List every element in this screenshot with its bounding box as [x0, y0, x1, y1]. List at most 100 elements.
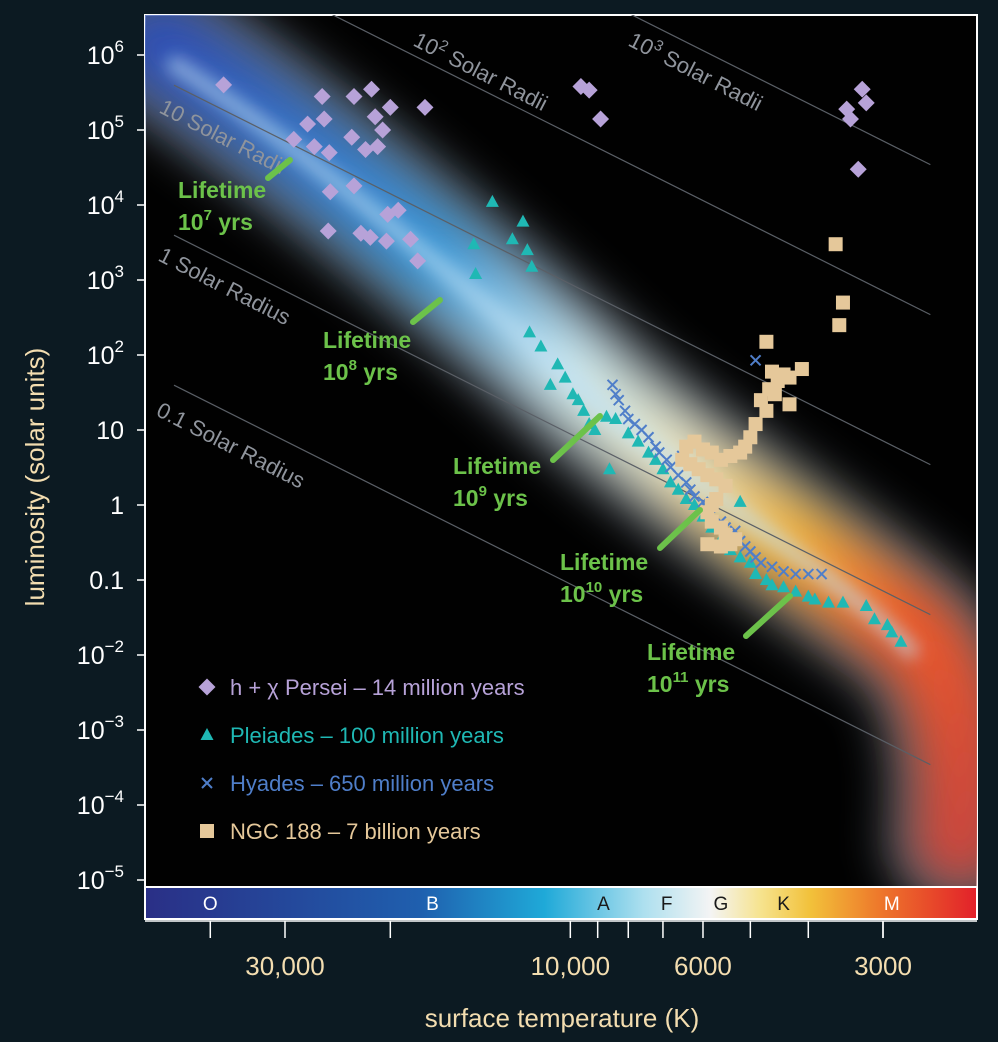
- lifetime-value: 1010 yrs: [560, 579, 643, 607]
- lifetime-pointer: [410, 297, 443, 325]
- legend-entry: h + χ Persei – 14 million years: [230, 675, 525, 700]
- data-point-x: [688, 490, 701, 503]
- y-tick-exp: −3: [105, 712, 124, 731]
- lifetime-pointer: [657, 507, 703, 551]
- data-point-diamond: [319, 222, 337, 240]
- data-point-triangle: [808, 592, 822, 605]
- data-point-triangle: [749, 567, 763, 580]
- data-point-triangle: [523, 325, 537, 338]
- data-point-diamond: [343, 128, 361, 146]
- y-tick-exp: −2: [105, 637, 124, 656]
- lifetime-tail: yrs: [487, 485, 528, 511]
- radius-line: [173, 84, 931, 466]
- radius-line: [173, 384, 931, 766]
- data-point-triangle: [687, 498, 701, 510]
- lifetime-tail: yrs: [602, 581, 643, 607]
- data-point-diamond: [320, 144, 338, 162]
- data-point-triangle: [733, 494, 747, 507]
- spectral-class-label: A: [597, 894, 610, 915]
- y-tick-label: 1: [110, 492, 124, 520]
- data-point-triangle: [885, 625, 899, 638]
- radius-line: [173, 234, 931, 616]
- y-tick-label: 105: [87, 112, 124, 145]
- data-point-x: [789, 568, 802, 580]
- data-point-diamond: [389, 201, 407, 219]
- legend-marker-diamond: [198, 678, 216, 696]
- y-tick-base: 1: [110, 492, 124, 520]
- data-point-triangle: [602, 462, 616, 475]
- data-point-triangle: [631, 434, 645, 447]
- x-tick-label: 6000: [674, 951, 732, 981]
- data-point-diamond: [345, 87, 363, 105]
- legend-marker-x: [201, 777, 213, 789]
- lifetime-label: Lifetime: [178, 177, 266, 203]
- y-tick-base: 10: [87, 117, 115, 145]
- y-tick-label: 106: [87, 37, 124, 70]
- y-tick-label: 10−2: [77, 637, 124, 670]
- data-point-x: [684, 483, 697, 496]
- data-point-triangle: [469, 267, 483, 280]
- data-point-triangle: [880, 618, 894, 631]
- y-axis-label: luminosity (solar units): [20, 348, 50, 607]
- data-point-triangle: [551, 357, 565, 370]
- spectral-class-label: G: [714, 894, 729, 915]
- lifetime-tail: yrs: [212, 209, 253, 235]
- y-tick-base: 10: [77, 717, 105, 745]
- y-tick-base: 10: [87, 342, 115, 370]
- data-point-triangle: [759, 573, 773, 585]
- data-point-triangle: [765, 578, 779, 591]
- spectral-class-bar: [144, 886, 978, 920]
- data-point-triangle: [577, 403, 591, 416]
- lifetime-pointer: [743, 593, 793, 639]
- data-point-diamond: [402, 230, 420, 248]
- data-point-triangle: [588, 423, 602, 435]
- y-tick-exp: 2: [115, 337, 124, 356]
- data-point-triangle: [558, 370, 572, 383]
- data-point-triangle: [789, 584, 803, 597]
- spectral-class-label: B: [426, 894, 439, 915]
- lifetime-exp: 7: [204, 207, 212, 224]
- data-point-diamond: [369, 138, 387, 156]
- lifetime-exp: 11: [673, 669, 689, 686]
- data-point-diamond: [416, 98, 434, 116]
- lifetime-value: 107 yrs: [178, 207, 253, 235]
- lifetime-value: 1011 yrs: [647, 669, 729, 697]
- x-axis-ticks: 30,000 10,000 6000 3000: [209, 921, 912, 981]
- data-point-x: [815, 568, 828, 580]
- data-point-diamond: [366, 108, 384, 126]
- legend-marker-triangle: [200, 728, 214, 740]
- y-tick-exp: 3: [115, 262, 124, 281]
- data-point-x: [802, 568, 814, 580]
- data-point-triangle: [505, 232, 519, 245]
- x-tick-label: 30,000: [245, 951, 325, 981]
- data-point-x: [649, 440, 662, 453]
- legend: h + χ Persei – 14 million years Pleiades …: [198, 675, 525, 844]
- data-point-square: [759, 334, 774, 349]
- data-point-square: [759, 403, 774, 418]
- data-point-diamond: [842, 110, 859, 128]
- legend-entry: Pleiades – 100 million years: [230, 723, 504, 748]
- data-point-triangle: [836, 595, 850, 608]
- lifetime-base: 10: [647, 671, 673, 697]
- data-point-triangle: [733, 550, 747, 563]
- radius-lines: [173, 15, 931, 766]
- data-point-triangle: [534, 339, 548, 352]
- y-tick-base: 10: [77, 642, 105, 670]
- data-point-diamond: [849, 160, 867, 178]
- y-tick-exp: −5: [105, 862, 124, 881]
- data-point-triangle: [671, 482, 685, 495]
- data-point-triangle: [777, 580, 791, 593]
- data-point-triangle: [525, 259, 539, 272]
- data-point-square: [748, 417, 763, 432]
- data-point-diamond: [321, 183, 339, 201]
- lifetime-tail: yrs: [688, 671, 729, 697]
- data-point-triangle: [566, 387, 580, 400]
- data-point-diamond: [857, 94, 875, 112]
- data-point-diamond: [305, 138, 323, 156]
- data-point-triangle: [621, 426, 635, 439]
- y-tick-base: 10: [87, 42, 115, 70]
- y-tick-label: 10−3: [77, 712, 124, 745]
- data-point-triangle: [649, 452, 663, 465]
- lifetime-label: Lifetime: [560, 549, 648, 575]
